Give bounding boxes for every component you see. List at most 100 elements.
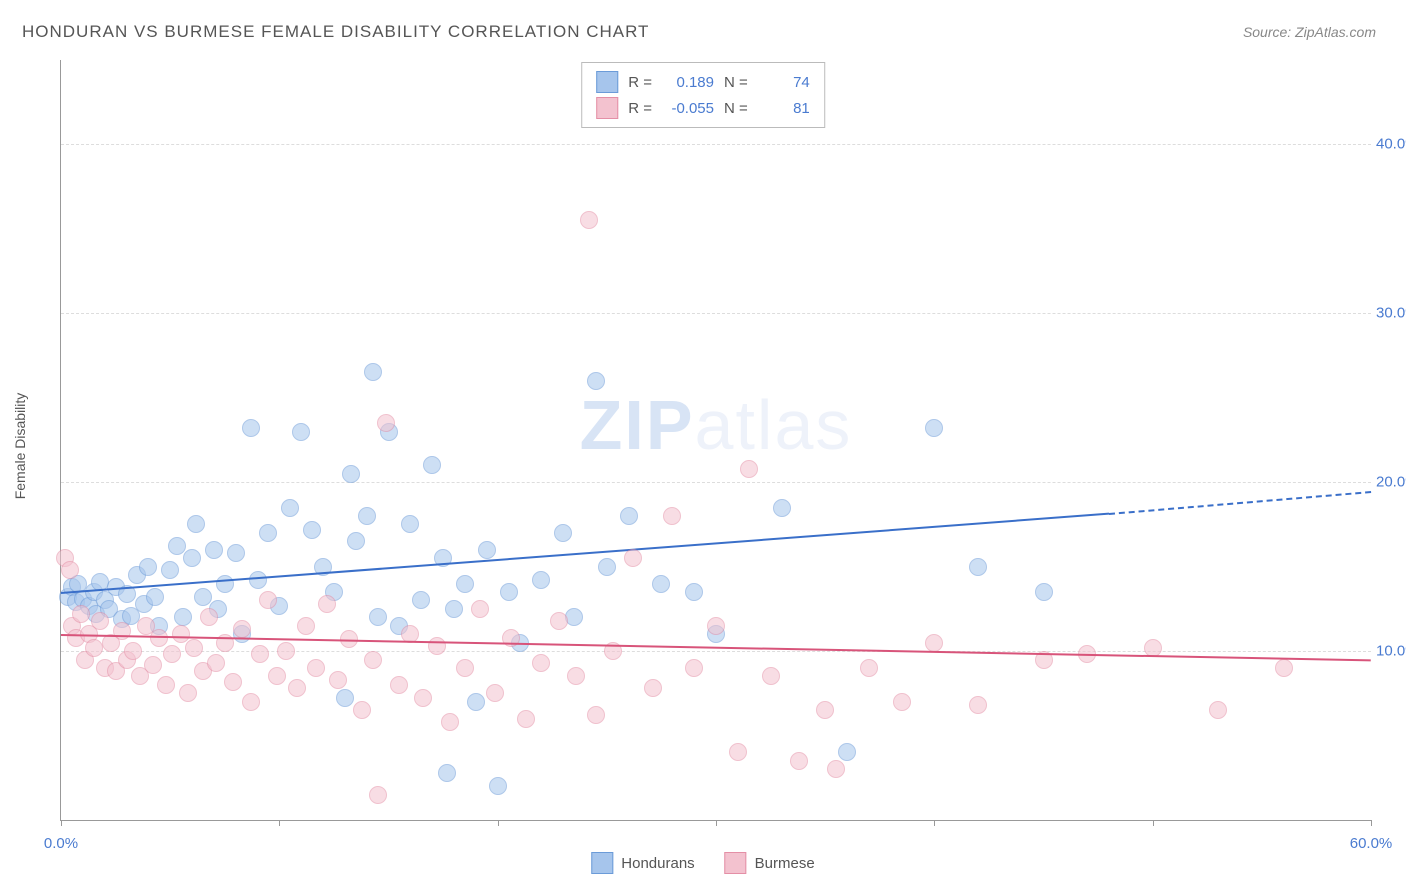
data-point: [423, 456, 441, 474]
data-point: [259, 524, 277, 542]
data-point: [139, 558, 157, 576]
data-point: [1035, 583, 1053, 601]
gridline: [61, 313, 1371, 314]
data-point: [242, 693, 260, 711]
data-point: [565, 608, 583, 626]
legend-item-hondurans: Hondurans: [591, 852, 694, 874]
data-point: [163, 645, 181, 663]
data-point: [790, 752, 808, 770]
data-point: [550, 612, 568, 630]
data-point: [532, 571, 550, 589]
data-point: [161, 561, 179, 579]
y-tick-label: 20.0%: [1376, 474, 1406, 491]
data-point: [685, 583, 703, 601]
data-point: [292, 423, 310, 441]
data-point: [740, 460, 758, 478]
data-point: [194, 588, 212, 606]
stats-row-burmese: R = -0.055 N = 81: [596, 95, 810, 121]
stats-row-hondurans: R = 0.189 N = 74: [596, 69, 810, 95]
data-point: [925, 419, 943, 437]
data-point: [124, 642, 142, 660]
swatch-burmese-icon: [725, 852, 747, 874]
data-point: [369, 608, 387, 626]
data-point: [773, 499, 791, 517]
y-tick-label: 40.0%: [1376, 136, 1406, 153]
data-point: [441, 713, 459, 731]
y-tick-label: 10.0%: [1376, 643, 1406, 660]
x-tick: [934, 820, 935, 826]
plot-area: ZIPatlas 10.0%20.0%30.0%40.0%0.0%60.0%: [60, 60, 1371, 821]
data-point: [489, 777, 507, 795]
data-point: [471, 600, 489, 618]
data-point: [224, 673, 242, 691]
data-point: [364, 651, 382, 669]
data-point: [183, 549, 201, 567]
data-point: [233, 620, 251, 638]
data-point: [567, 667, 585, 685]
data-point: [517, 710, 535, 728]
data-point: [445, 600, 463, 618]
data-point: [288, 679, 306, 697]
data-point: [969, 558, 987, 576]
swatch-hondurans-icon: [591, 852, 613, 874]
data-point: [827, 760, 845, 778]
data-point: [146, 588, 164, 606]
data-point: [281, 499, 299, 517]
data-point: [187, 515, 205, 533]
data-point: [251, 645, 269, 663]
data-point: [1275, 659, 1293, 677]
data-point: [353, 701, 371, 719]
data-point: [414, 689, 432, 707]
data-point: [893, 693, 911, 711]
data-point: [377, 414, 395, 432]
data-point: [342, 465, 360, 483]
data-point: [925, 634, 943, 652]
data-point: [207, 654, 225, 672]
data-point: [456, 575, 474, 593]
data-point: [598, 558, 616, 576]
data-point: [144, 656, 162, 674]
x-tick: [61, 820, 62, 826]
data-point: [259, 591, 277, 609]
source-attribution: Source: ZipAtlas.com: [1243, 24, 1376, 40]
gridline: [61, 144, 1371, 145]
data-point: [644, 679, 662, 697]
swatch-hondurans: [596, 71, 618, 93]
data-point: [91, 612, 109, 630]
data-point: [587, 706, 605, 724]
data-point: [554, 524, 572, 542]
data-point: [652, 575, 670, 593]
data-point: [200, 608, 218, 626]
data-point: [428, 637, 446, 655]
data-point: [412, 591, 430, 609]
data-point: [467, 693, 485, 711]
data-point: [303, 521, 321, 539]
data-point: [336, 689, 354, 707]
data-point: [729, 743, 747, 761]
data-point: [438, 764, 456, 782]
data-point: [624, 549, 642, 567]
data-point: [72, 605, 90, 623]
chart-title: HONDURAN VS BURMESE FEMALE DISABILITY CO…: [22, 22, 649, 42]
data-point: [297, 617, 315, 635]
y-axis-label: Female Disability: [12, 393, 28, 500]
stats-legend-box: R = 0.189 N = 74 R = -0.055 N = 81: [581, 62, 825, 128]
bottom-legend: Hondurans Burmese: [591, 852, 814, 874]
data-point: [816, 701, 834, 719]
data-point: [329, 671, 347, 689]
data-point: [358, 507, 376, 525]
data-point: [500, 583, 518, 601]
data-point: [685, 659, 703, 677]
data-point: [185, 639, 203, 657]
data-point: [364, 363, 382, 381]
data-point: [663, 507, 681, 525]
data-point: [307, 659, 325, 677]
data-point: [969, 696, 987, 714]
data-point: [580, 211, 598, 229]
data-point: [179, 684, 197, 702]
data-point: [620, 507, 638, 525]
data-point: [174, 608, 192, 626]
data-point: [390, 676, 408, 694]
data-point: [227, 544, 245, 562]
data-point: [242, 419, 260, 437]
